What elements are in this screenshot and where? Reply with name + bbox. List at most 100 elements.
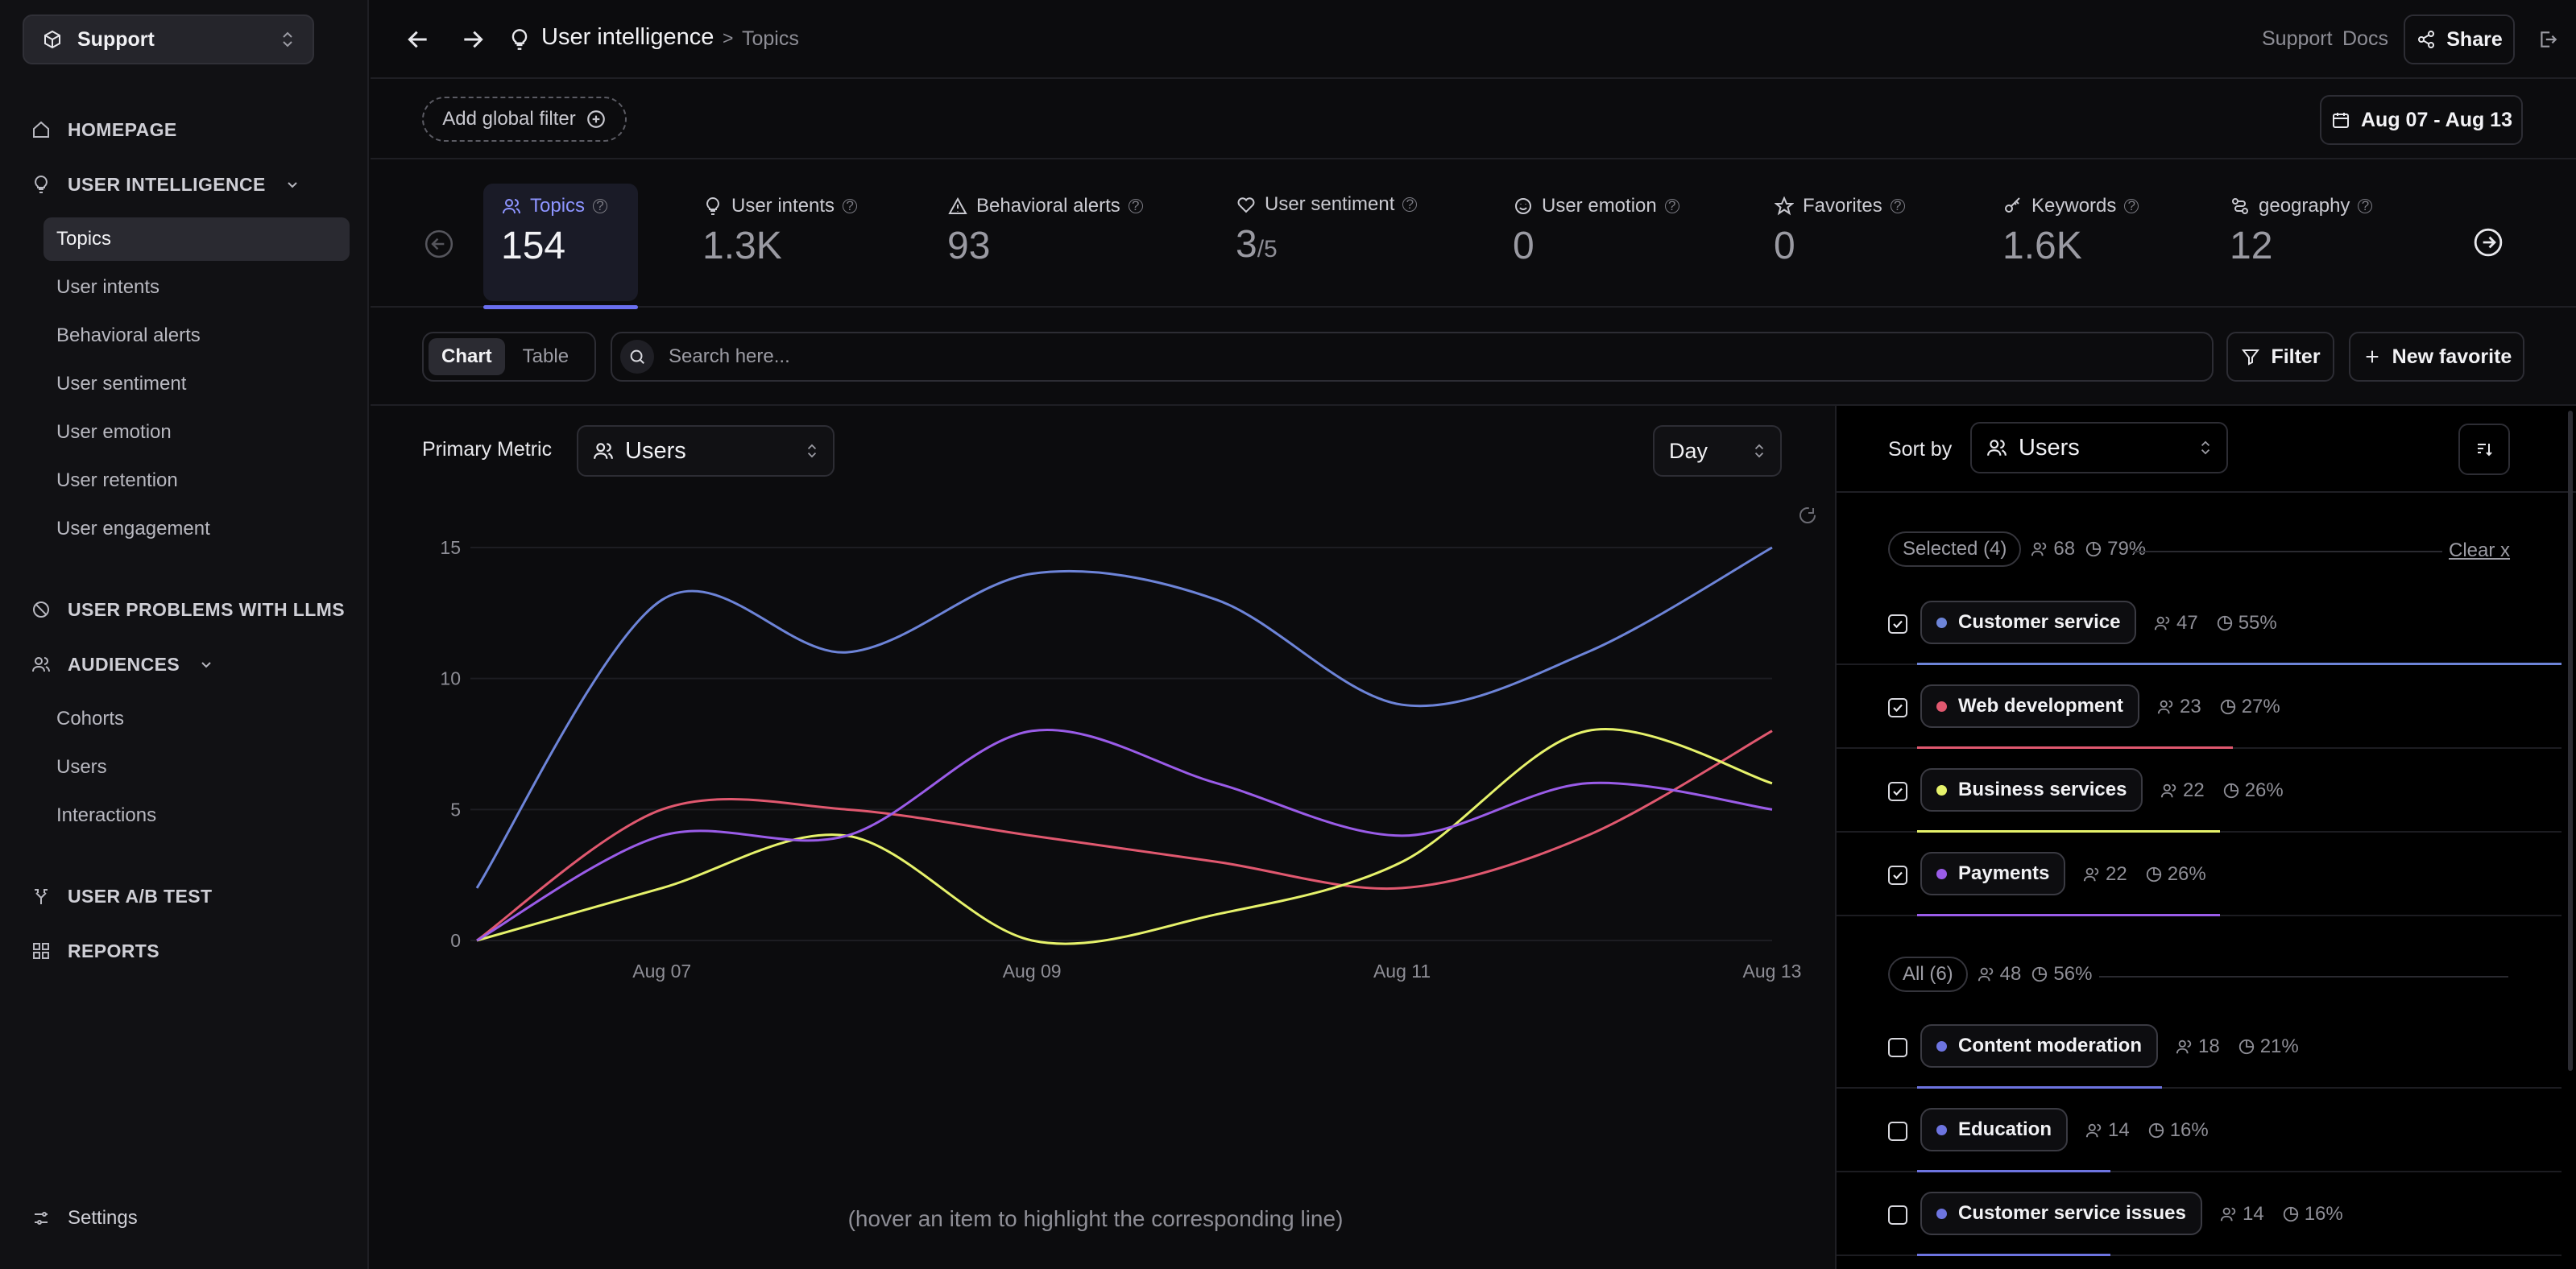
topic-chip[interactable]: Payments [1920, 852, 2066, 895]
topic-chip[interactable]: Customer service issues [1920, 1192, 2202, 1235]
topic-row[interactable]: Business services 22 26% [1837, 749, 2562, 833]
page-title[interactable]: User intelligence [541, 24, 714, 50]
tab-user-emotion[interactable]: User emotion ? 0 [1513, 195, 1679, 312]
topic-row[interactable]: Education 14 16% [1837, 1089, 2562, 1172]
topic-row[interactable]: Content moderation 18 21% [1837, 1005, 2562, 1089]
nav-homepage[interactable]: HOMEPAGE [23, 110, 177, 150]
forward-arrow-icon[interactable] [458, 24, 488, 55]
tab-user-sentiment[interactable]: User sentiment ? 3/5 [1236, 193, 1418, 311]
scrollbar-thumb[interactable] [2568, 411, 2573, 1071]
view-table-button[interactable]: Table [522, 345, 569, 367]
search-input[interactable]: Search here... [611, 332, 2214, 382]
sidebar-item-users[interactable]: Users [56, 756, 107, 778]
checkbox[interactable] [1888, 1205, 1907, 1225]
sidebar-item-interactions[interactable]: Interactions [56, 804, 157, 826]
selected-users-value: 68 [2053, 538, 2076, 560]
help-icon[interactable]: ? [2358, 198, 2373, 213]
series-line-web-development[interactable] [476, 730, 1773, 942]
help-icon[interactable]: ? [1890, 198, 1905, 213]
series-line-payments[interactable] [476, 729, 1773, 942]
sidebar-item-user-sentiment[interactable]: User sentiment [56, 373, 187, 395]
checkbox-checked[interactable] [1888, 866, 1907, 885]
sidebar-item-user-engagement[interactable]: User engagement [56, 518, 210, 539]
topic-share-value: 55% [2238, 612, 2277, 634]
filter-button[interactable]: Filter [2226, 332, 2334, 382]
sidebar-item-user-intents[interactable]: User intents [56, 276, 160, 298]
tab-user-intents[interactable]: User intents ? 1.3K [702, 195, 858, 312]
share-button[interactable]: Share [2404, 14, 2515, 64]
refresh-icon[interactable] [1799, 507, 1816, 523]
date-range-button[interactable]: Aug 07 - Aug 13 [2320, 95, 2523, 145]
topic-users-value: 23 [2180, 696, 2201, 717]
granularity-select[interactable]: Day [1653, 425, 1782, 477]
topic-share-bar [1917, 663, 2562, 665]
view-chart-button[interactable]: Chart [429, 338, 505, 375]
primary-metric-select[interactable]: Users [577, 425, 835, 477]
all-count-badge[interactable]: All (6) [1888, 957, 1968, 992]
nav-user-intelligence[interactable]: USER INTELLIGENCE [23, 164, 303, 205]
help-icon[interactable]: ? [843, 198, 858, 213]
pie-icon [2146, 866, 2161, 883]
topic-row[interactable]: Web development 23 27% [1837, 665, 2562, 749]
checkbox-checked[interactable] [1888, 782, 1907, 801]
tab-favorites[interactable]: Favorites ? 0 [1774, 195, 1905, 312]
nav-reports[interactable]: REPORTS [23, 931, 159, 971]
scroll-left-icon[interactable] [424, 229, 454, 259]
topic-chip[interactable]: Web development [1920, 684, 2139, 728]
sort-direction-button[interactable] [2458, 424, 2510, 475]
check-icon [1893, 620, 1903, 629]
help-icon[interactable]: ? [593, 198, 608, 213]
help-icon[interactable]: ? [1128, 198, 1143, 213]
breadcrumb-separator: > [723, 27, 734, 48]
topic-stats: 47 55% [2154, 612, 2277, 634]
new-favorite-button[interactable]: New favorite [2349, 332, 2524, 382]
users-icon [501, 196, 522, 217]
tab-geography[interactable]: geography ? 12 [2230, 195, 2373, 312]
help-icon[interactable]: ? [2124, 198, 2139, 213]
checkbox[interactable] [1888, 1122, 1907, 1141]
bulb-icon [504, 24, 535, 55]
checkbox[interactable] [1888, 1038, 1907, 1057]
sidebar-item-user-retention[interactable]: User retention [56, 469, 178, 491]
clear-selection-link[interactable]: Clear x [2449, 539, 2511, 561]
sort-by-label: Sort by [1888, 438, 1953, 461]
logout-icon[interactable] [2533, 24, 2563, 55]
series-line-customer-service[interactable] [475, 546, 1773, 889]
topic-stats: 23 27% [2157, 696, 2280, 718]
topic-row[interactable]: Customer service 47 55% [1837, 581, 2562, 665]
nav-user-ab-test[interactable]: USER A/B TEST [23, 876, 212, 916]
sidebar-item-topics[interactable]: Topics [43, 217, 350, 261]
topic-chip[interactable]: Business services [1920, 768, 2143, 812]
topic-chip[interactable]: Customer service [1920, 601, 2137, 644]
topic-chip[interactable]: Education [1920, 1108, 2069, 1151]
add-global-filter-button[interactable]: Add global filter [422, 97, 627, 142]
sort-by-select[interactable]: Users [1970, 422, 2228, 473]
scroll-right-icon[interactable] [2473, 227, 2504, 258]
topic-row[interactable]: Payments 22 26% [1837, 833, 2562, 916]
docs-link[interactable]: Docs [2342, 27, 2388, 50]
workspace-select[interactable]: Support [23, 14, 314, 64]
topic-share: 16% [2147, 1119, 2209, 1142]
sidebar-item-behavioral-alerts[interactable]: Behavioral alerts [56, 324, 201, 346]
nav-settings[interactable]: Settings [23, 1198, 138, 1238]
sidebar-item-cohorts[interactable]: Cohorts [56, 708, 125, 730]
selected-count-badge[interactable]: Selected (4) [1888, 531, 2022, 567]
topic-chip[interactable]: Content moderation [1920, 1024, 2158, 1068]
support-link[interactable]: Support [2262, 27, 2333, 50]
back-arrow-icon[interactable] [403, 24, 433, 55]
checkbox-checked[interactable] [1888, 614, 1907, 634]
nav-audiences[interactable]: AUDIENCES [23, 644, 217, 684]
checkbox-checked[interactable] [1888, 698, 1907, 717]
topic-row[interactable]: Customer service issues 14 16% [1837, 1172, 2562, 1256]
topic-users: 18 [2176, 1035, 2220, 1058]
series-line-business-services[interactable] [476, 728, 1773, 945]
sidebar-item-user-emotion[interactable]: User emotion [56, 421, 172, 443]
nav-user-problems[interactable]: USER PROBLEMS WITH LLMS [23, 589, 345, 630]
tab-behavioral-alerts[interactable]: Behavioral alerts ? 93 [947, 195, 1143, 312]
help-icon[interactable]: ? [1402, 196, 1418, 212]
tab-topics[interactable]: Topics ? 154 [483, 184, 638, 309]
x-tick-label: Aug 09 [1003, 961, 1062, 982]
help-icon[interactable]: ? [1664, 198, 1679, 213]
topic-share-value: 26% [2244, 779, 2284, 801]
tab-keywords[interactable]: Keywords ? 1.6K [2002, 195, 2139, 312]
